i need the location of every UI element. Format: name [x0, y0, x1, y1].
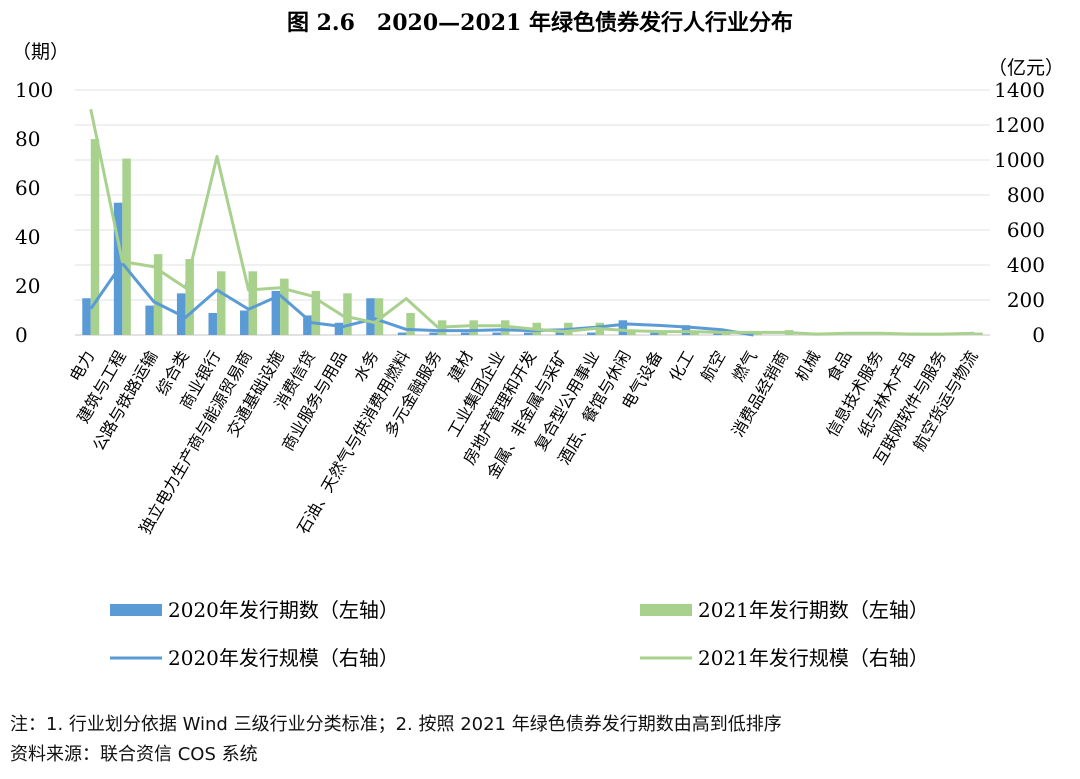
category-label: 化工	[665, 348, 697, 385]
bar-2021	[216, 271, 226, 335]
left-tick-label: 100	[15, 78, 53, 102]
left-tick-label: 20	[15, 274, 40, 298]
bar-2020	[271, 290, 281, 335]
bar-2021	[406, 312, 415, 335]
right-tick-label: 1000	[994, 148, 1045, 172]
right-tick-label: 200	[1007, 288, 1045, 312]
line-2021	[89, 108, 975, 336]
left-tick-label: 60	[15, 176, 40, 200]
line-2020	[89, 261, 754, 337]
bar-2021	[248, 271, 258, 335]
bar-2021	[974, 332, 983, 335]
footnote: 注：1. 行业划分依据 Wind 三级行业分类标准；2. 按照 2021 年绿色…	[10, 714, 782, 735]
bar-2020	[618, 320, 628, 335]
bar-2021	[343, 293, 352, 335]
category-label: 食品	[823, 348, 855, 385]
right-tick-label: 1200	[994, 113, 1045, 137]
right-tick-label: 800	[1007, 183, 1045, 207]
right-tick-label: 1400	[994, 78, 1045, 102]
bar-2020	[524, 332, 533, 335]
bar-2021	[90, 139, 100, 335]
right-axis-label: （亿元）	[988, 57, 1064, 79]
right-tick-label: 400	[1007, 253, 1045, 277]
bar-2020	[681, 325, 691, 335]
legend-label: 2021年发行规模（右轴）	[698, 646, 929, 670]
legend-label: 2020年发行期数（左轴）	[168, 598, 399, 622]
bar-2021	[627, 330, 636, 335]
bar-2020	[303, 315, 312, 335]
source-note: 资料来源：联合资信 COS 系统	[10, 744, 258, 765]
bar-2021	[185, 259, 194, 335]
legend-label: 2020年发行规模（右轴）	[168, 646, 399, 670]
right-tick-label: 600	[1007, 218, 1045, 242]
bar-2020	[82, 298, 91, 335]
bar-2020	[429, 332, 438, 335]
left-axis-label: （期）	[12, 41, 69, 63]
category-label: 水务	[350, 348, 382, 385]
bar-2020	[240, 310, 249, 335]
bar-2020	[587, 332, 596, 335]
bar-2020	[460, 332, 470, 335]
bar-2020	[334, 322, 344, 335]
category-label: 建材	[444, 348, 476, 385]
bar-2021	[122, 158, 131, 335]
bar-2021	[311, 290, 321, 335]
bar-2021	[153, 254, 163, 335]
bar-2021	[658, 332, 668, 335]
bar-2020	[650, 332, 659, 335]
bar-2020	[492, 332, 501, 335]
category-label: 航空	[697, 348, 729, 385]
bar-2020	[397, 332, 407, 335]
bar-2020	[366, 298, 375, 335]
bar-2020	[555, 332, 565, 335]
legend-swatch	[110, 604, 162, 616]
bar-2021	[374, 298, 384, 335]
bar-2021	[690, 332, 699, 335]
category-label: 电力	[66, 348, 98, 385]
right-tick-label: 0	[1032, 323, 1045, 347]
bar-2021	[469, 320, 478, 335]
bar-2021	[280, 278, 289, 335]
chart: 图 2.6 2020—2021 年绿色债券发行人行业分布 （期） （亿元） 0 2…	[12, 10, 1064, 670]
bar-2020	[145, 305, 154, 335]
left-tick-label: 80	[15, 127, 40, 151]
left-tick-label: 0	[15, 323, 28, 347]
legend-swatch	[640, 604, 692, 616]
chart-title: 图 2.6 2020—2021 年绿色债券发行人行业分布	[287, 10, 793, 36]
legend-label: 2021年发行期数（左轴）	[698, 598, 929, 622]
category-label: 燃气	[728, 348, 760, 385]
category-label: 机械	[791, 348, 823, 385]
bar-2020	[208, 312, 217, 335]
left-tick-label: 40	[15, 225, 40, 249]
